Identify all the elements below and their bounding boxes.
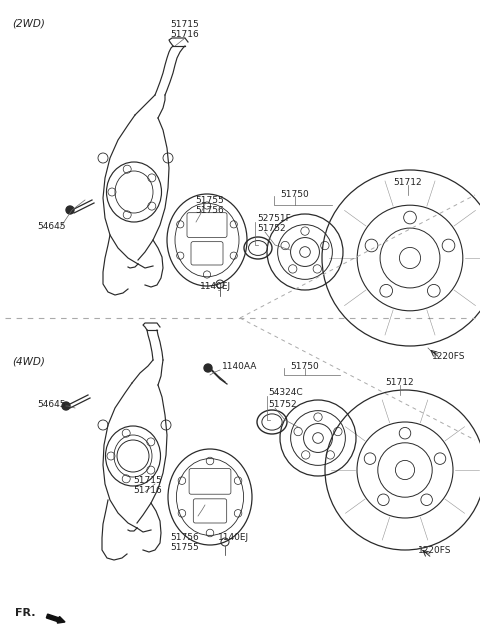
Text: 51716: 51716 <box>170 30 199 39</box>
Text: 54645: 54645 <box>38 222 66 231</box>
Text: 51715: 51715 <box>170 20 199 29</box>
Text: 51752: 51752 <box>257 224 286 233</box>
Text: 54645: 54645 <box>38 400 66 409</box>
Text: 1220FS: 1220FS <box>432 352 466 361</box>
Text: 51755: 51755 <box>196 196 224 205</box>
Text: 51750: 51750 <box>281 190 310 199</box>
Text: 1140EJ: 1140EJ <box>218 533 249 542</box>
Text: 51752: 51752 <box>268 400 297 409</box>
Text: 51712: 51712 <box>394 178 422 187</box>
Text: 51756: 51756 <box>170 533 199 542</box>
Text: 51716: 51716 <box>133 486 162 495</box>
Text: 54324C: 54324C <box>268 388 302 397</box>
Circle shape <box>204 364 212 372</box>
Text: 1220FS: 1220FS <box>418 546 452 555</box>
Text: (4WD): (4WD) <box>12 356 45 366</box>
Text: 1140EJ: 1140EJ <box>201 282 231 291</box>
Text: 52751F: 52751F <box>257 214 291 223</box>
Text: 51715: 51715 <box>133 476 162 485</box>
Text: 51756: 51756 <box>196 206 224 215</box>
Text: 51755: 51755 <box>170 543 199 552</box>
Text: 1140AA: 1140AA <box>222 362 257 371</box>
Text: 51750: 51750 <box>290 362 319 371</box>
Text: FR.: FR. <box>15 608 36 618</box>
FancyArrow shape <box>47 614 65 623</box>
Text: 51712: 51712 <box>386 378 414 387</box>
Text: (2WD): (2WD) <box>12 18 45 28</box>
Circle shape <box>62 402 70 410</box>
Circle shape <box>66 206 74 214</box>
